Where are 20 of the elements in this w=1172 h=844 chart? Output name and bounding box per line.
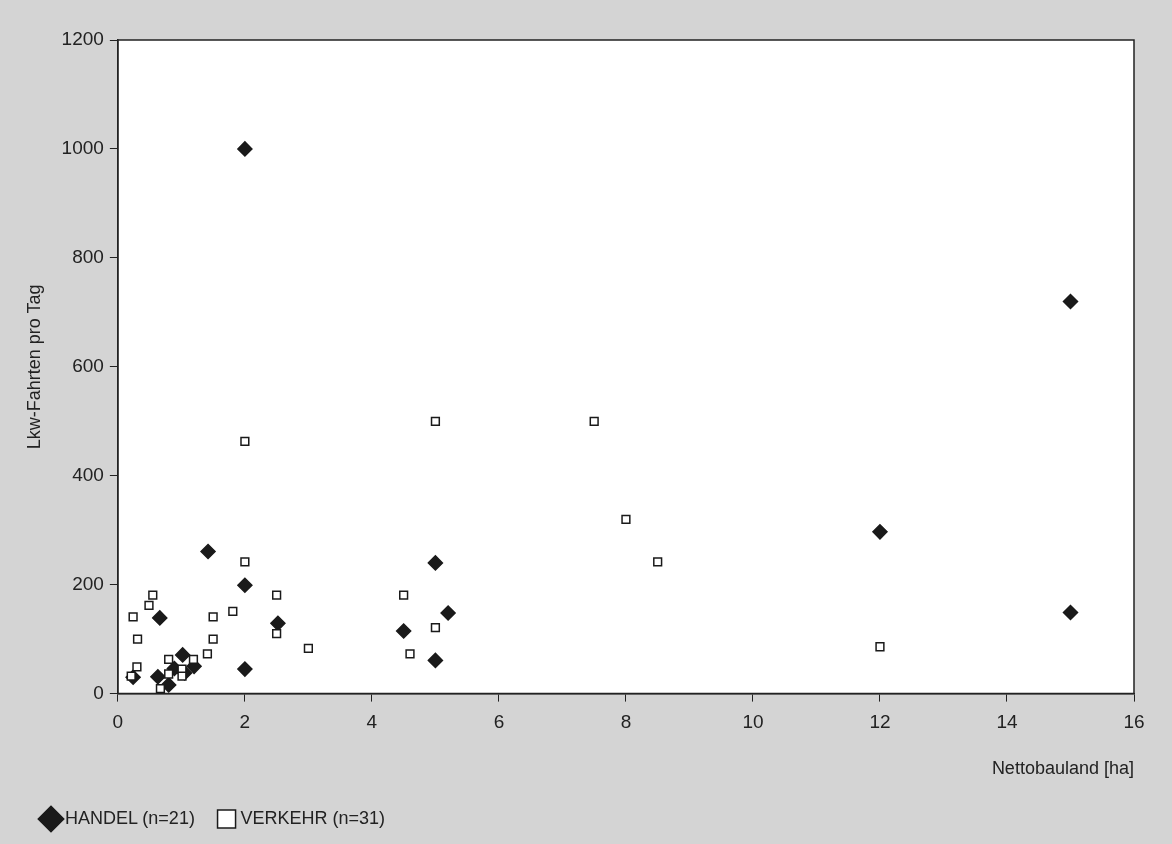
y-tick-label: 1000 — [61, 137, 104, 159]
x-tick-label: 2 — [239, 711, 251, 733]
y-tick-label: 200 — [72, 572, 104, 594]
y-tick-label: 800 — [72, 246, 104, 268]
x-tick-label: 16 — [1123, 711, 1145, 733]
x-tick-label: 14 — [996, 711, 1018, 733]
y-tick-label: 400 — [72, 463, 104, 485]
legend-label: HANDEL (n=21) — [65, 807, 195, 828]
x-tick-label: 12 — [869, 711, 891, 733]
y-tick-label: 1200 — [61, 28, 104, 50]
y-tick-label: 0 — [93, 681, 104, 703]
x-tick-label: 10 — [742, 711, 764, 733]
legend-label: VERKEHR (n=31) — [240, 807, 386, 828]
x-tick-label: 0 — [112, 711, 124, 733]
x-tick-label: 8 — [620, 711, 632, 733]
y-axis-title: Lkw-Fahrten pro Tag — [23, 284, 44, 450]
y-tick-label: 600 — [72, 355, 104, 377]
x-axis-title: Nettobauland [ha] — [991, 758, 1134, 779]
x-tick-label: 4 — [366, 711, 378, 733]
x-tick-label: 6 — [493, 711, 505, 733]
